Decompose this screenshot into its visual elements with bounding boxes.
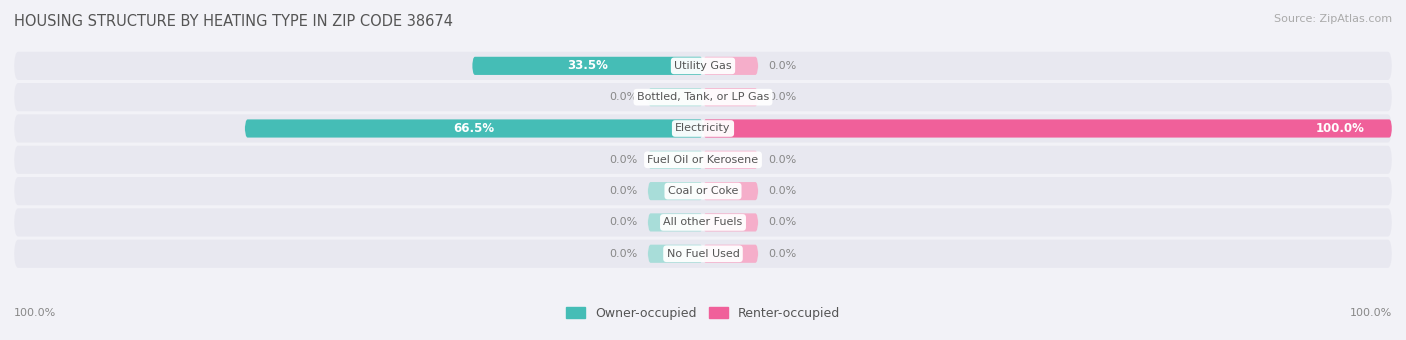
FancyBboxPatch shape (703, 182, 758, 200)
Text: 0.0%: 0.0% (769, 92, 797, 102)
FancyBboxPatch shape (14, 83, 1392, 111)
Text: 0.0%: 0.0% (609, 155, 637, 165)
Text: 0.0%: 0.0% (769, 218, 797, 227)
Text: Electricity: Electricity (675, 123, 731, 134)
Legend: Owner-occupied, Renter-occupied: Owner-occupied, Renter-occupied (561, 302, 845, 325)
FancyBboxPatch shape (648, 214, 703, 232)
Text: HOUSING STRUCTURE BY HEATING TYPE IN ZIP CODE 38674: HOUSING STRUCTURE BY HEATING TYPE IN ZIP… (14, 14, 453, 29)
FancyBboxPatch shape (14, 177, 1392, 205)
FancyBboxPatch shape (14, 208, 1392, 237)
Text: 0.0%: 0.0% (769, 61, 797, 71)
Text: All other Fuels: All other Fuels (664, 218, 742, 227)
FancyBboxPatch shape (703, 245, 758, 263)
Text: Coal or Coke: Coal or Coke (668, 186, 738, 196)
Text: 0.0%: 0.0% (769, 249, 797, 259)
Text: 66.5%: 66.5% (453, 122, 495, 135)
FancyBboxPatch shape (472, 57, 703, 75)
FancyBboxPatch shape (648, 151, 703, 169)
FancyBboxPatch shape (703, 119, 1392, 138)
Text: No Fuel Used: No Fuel Used (666, 249, 740, 259)
Text: 0.0%: 0.0% (769, 155, 797, 165)
FancyBboxPatch shape (14, 52, 1392, 80)
FancyBboxPatch shape (703, 88, 758, 106)
FancyBboxPatch shape (14, 146, 1392, 174)
FancyBboxPatch shape (648, 182, 703, 200)
Text: 100.0%: 100.0% (1350, 308, 1392, 318)
Text: Source: ZipAtlas.com: Source: ZipAtlas.com (1274, 14, 1392, 23)
FancyBboxPatch shape (703, 151, 758, 169)
Text: Bottled, Tank, or LP Gas: Bottled, Tank, or LP Gas (637, 92, 769, 102)
Text: 0.0%: 0.0% (609, 92, 637, 102)
FancyBboxPatch shape (648, 88, 703, 106)
Text: 0.0%: 0.0% (609, 186, 637, 196)
FancyBboxPatch shape (703, 214, 758, 232)
FancyBboxPatch shape (14, 240, 1392, 268)
FancyBboxPatch shape (703, 57, 758, 75)
Text: Utility Gas: Utility Gas (675, 61, 731, 71)
Text: Fuel Oil or Kerosene: Fuel Oil or Kerosene (647, 155, 759, 165)
FancyBboxPatch shape (245, 119, 703, 138)
Text: 100.0%: 100.0% (1316, 122, 1364, 135)
Text: 100.0%: 100.0% (14, 308, 56, 318)
FancyBboxPatch shape (14, 114, 1392, 142)
Text: 0.0%: 0.0% (609, 218, 637, 227)
Text: 0.0%: 0.0% (769, 186, 797, 196)
Text: 33.5%: 33.5% (567, 59, 607, 72)
FancyBboxPatch shape (648, 245, 703, 263)
Text: 0.0%: 0.0% (609, 249, 637, 259)
